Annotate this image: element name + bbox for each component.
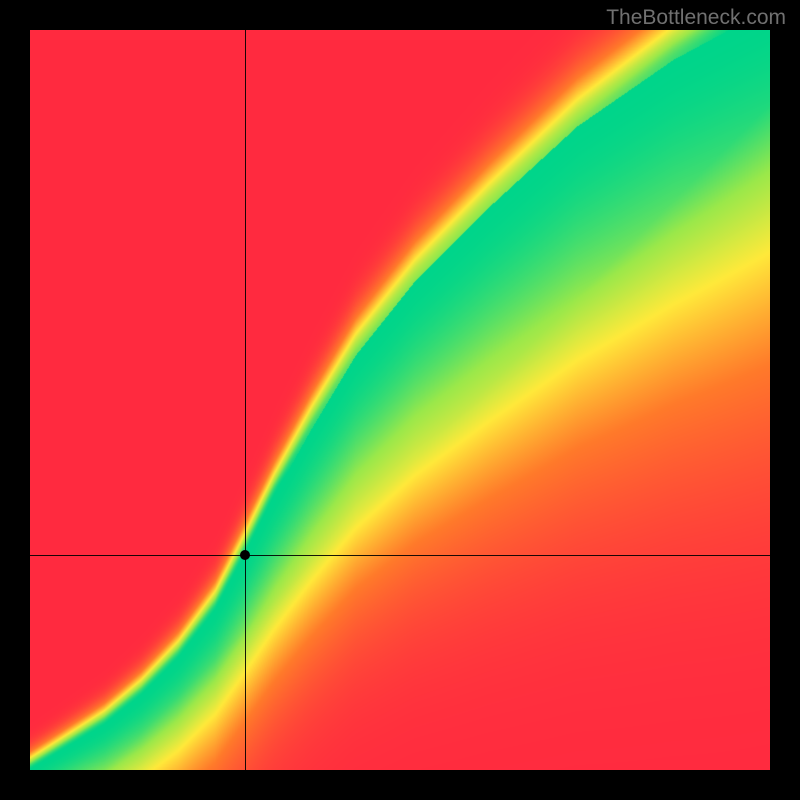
crosshair-marker	[240, 550, 250, 560]
heatmap-plot-area	[30, 30, 770, 770]
crosshair-horizontal	[30, 555, 770, 556]
watermark-text: TheBottleneck.com	[606, 6, 786, 30]
crosshair-vertical	[245, 30, 246, 770]
heatmap-canvas	[30, 30, 770, 770]
